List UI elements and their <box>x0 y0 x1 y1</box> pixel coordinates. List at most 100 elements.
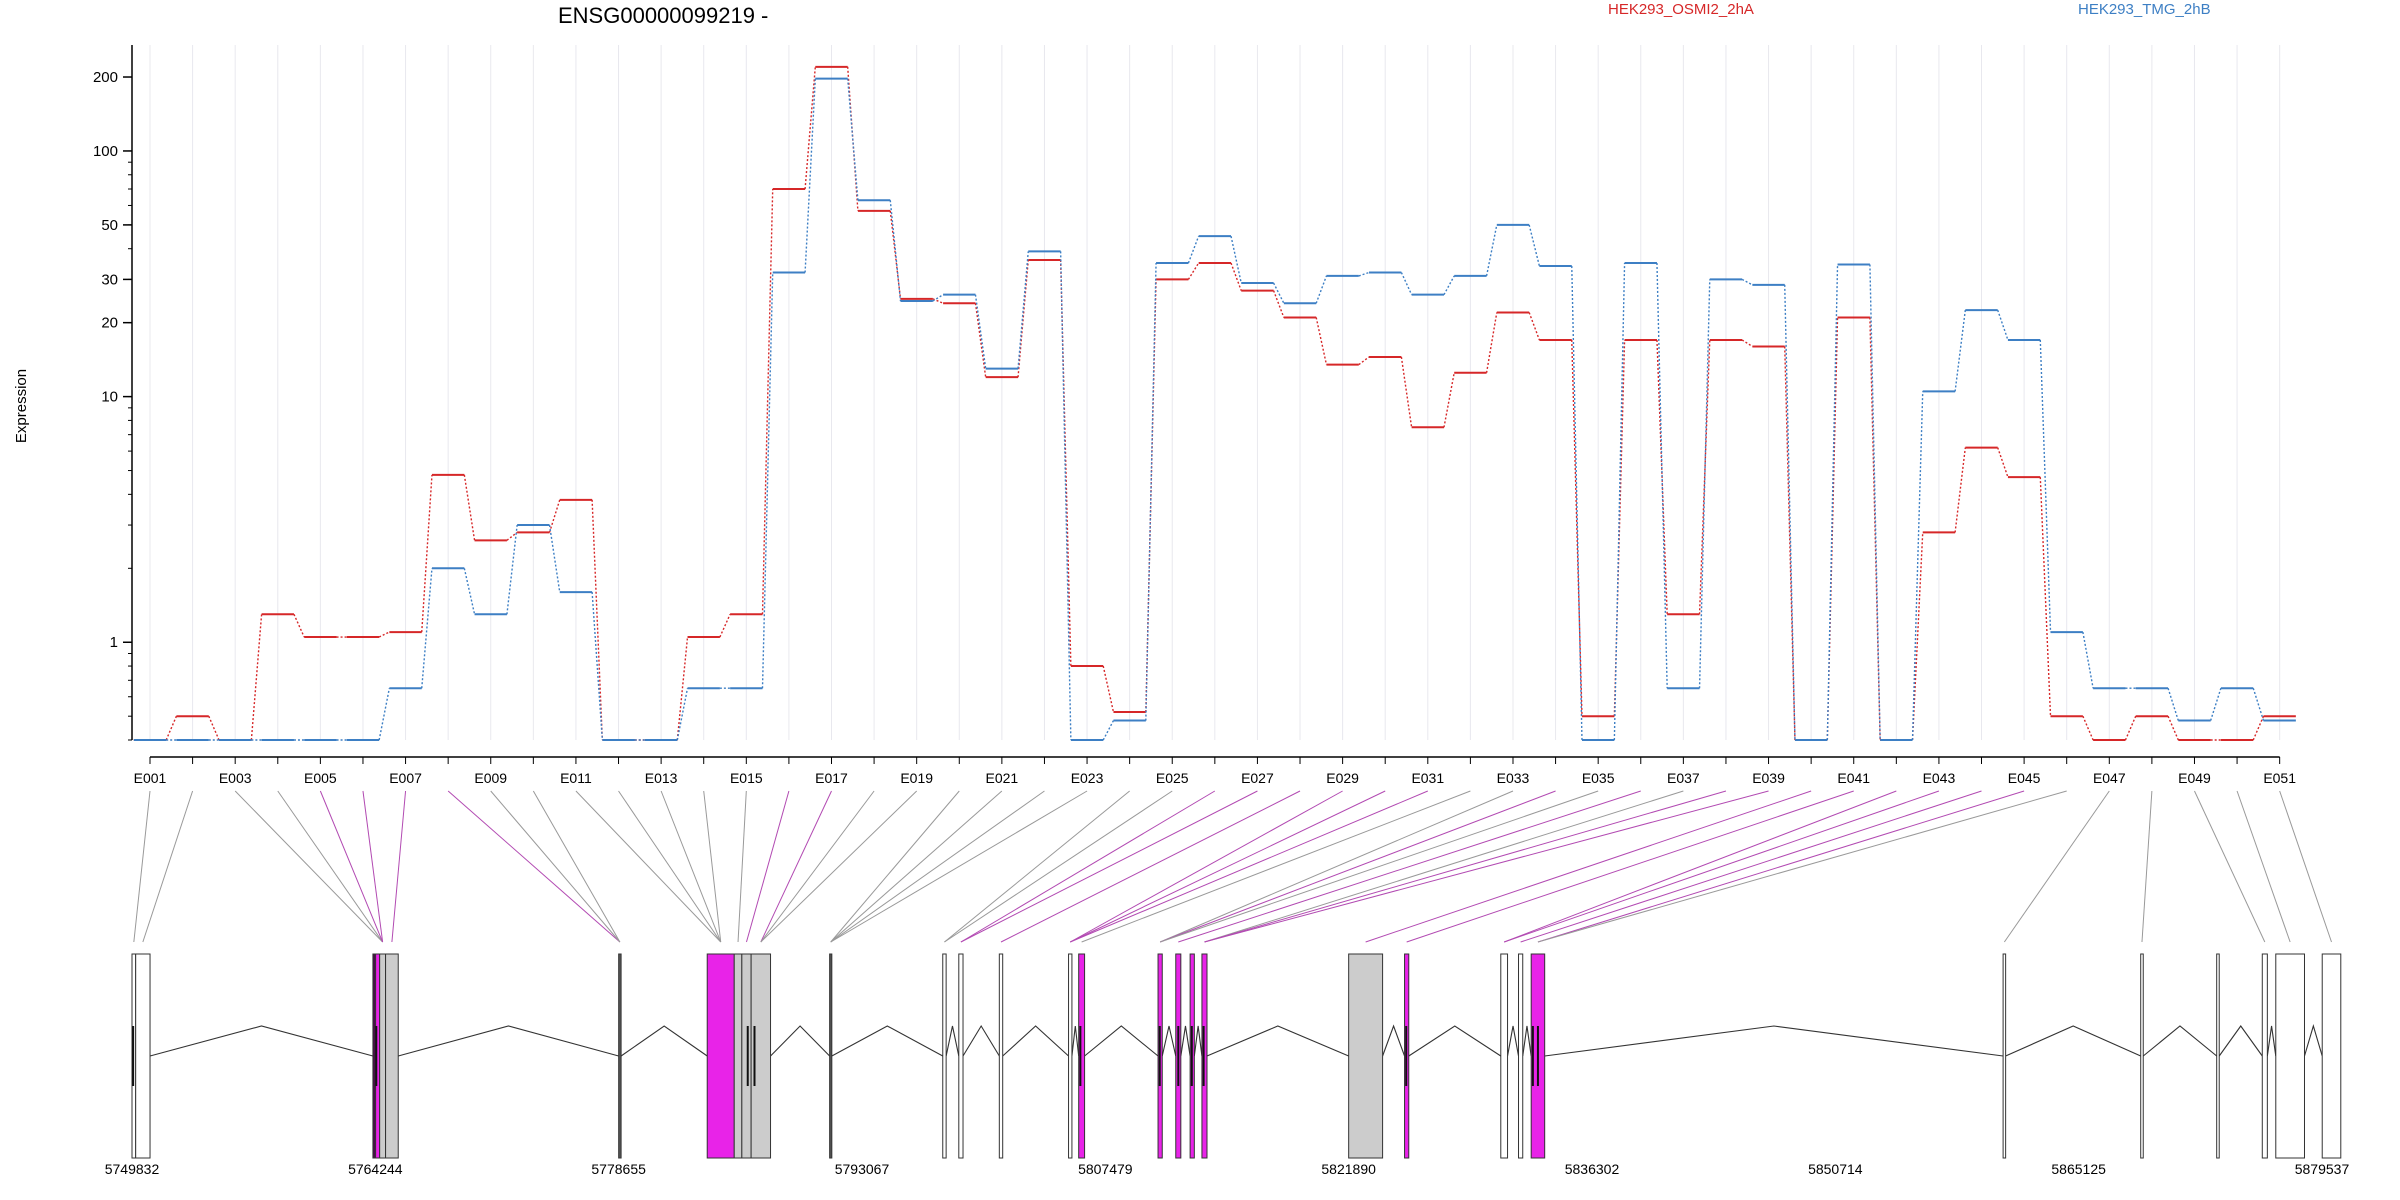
x-tick-label: E027 <box>1241 770 1274 786</box>
intron <box>1084 1025 1159 1057</box>
exon-block <box>379 953 387 1159</box>
x-tick-label: E025 <box>1156 770 1189 786</box>
x-tick-label: E029 <box>1326 770 1359 786</box>
series-connector <box>1059 251 1072 741</box>
series-connector <box>2082 715 2094 741</box>
intron <box>945 1025 960 1057</box>
exon-block <box>1500 953 1509 1159</box>
exon-block <box>2216 953 2220 1159</box>
series-connector <box>1741 339 1753 348</box>
exon-block <box>2140 953 2144 1159</box>
intron <box>398 1025 619 1057</box>
connector-line <box>760 790 918 943</box>
intron <box>1507 1025 1520 1057</box>
connector-line <box>1537 790 2067 943</box>
series-connector <box>378 688 391 741</box>
series-connector <box>1954 447 1967 533</box>
intron <box>620 1025 708 1057</box>
intron <box>1071 1025 1080 1057</box>
connector-line <box>1204 790 1769 943</box>
series-connector <box>1698 279 1711 689</box>
connector-line <box>1069 790 1343 943</box>
x-tick-label: E043 <box>1923 770 1956 786</box>
connector-line <box>2279 790 2332 943</box>
series-connector <box>974 294 987 369</box>
y-tick-label: 50 <box>101 217 118 234</box>
genome-tick-label: 5821890 <box>1321 1161 1376 1177</box>
series-connector <box>1443 275 1455 296</box>
series-connector <box>1017 251 1029 369</box>
series-connector <box>378 631 390 638</box>
exon-block <box>998 953 1004 1159</box>
connector-line <box>2194 790 2266 943</box>
connector-line <box>447 790 621 943</box>
intron <box>1522 1025 1532 1057</box>
series-connector <box>1911 532 1924 741</box>
series-connector <box>1698 339 1711 615</box>
genome-tick-label: 5850714 <box>1808 1161 1863 1177</box>
connector-line <box>1537 790 2025 943</box>
series-connector <box>1272 282 1285 304</box>
series-connector <box>1656 339 1668 615</box>
exon-block <box>706 953 735 1159</box>
connector-line <box>1503 790 1897 943</box>
connector-line <box>1159 790 1599 943</box>
intron <box>2266 1025 2277 1057</box>
series-connector <box>846 78 859 201</box>
x-tick-label: E015 <box>730 770 763 786</box>
series-connector <box>889 200 902 302</box>
intron <box>1206 1025 1349 1057</box>
intron <box>770 1025 831 1057</box>
series-connector <box>2209 687 2222 721</box>
connector-line <box>1159 790 1514 943</box>
exon-block <box>618 953 622 1159</box>
series-connector <box>548 499 561 533</box>
connector-line <box>1159 790 1556 943</box>
connector-line <box>618 790 722 943</box>
connector-line <box>1204 790 1684 943</box>
series-connector <box>2039 339 2052 633</box>
series-connector <box>591 592 604 741</box>
series-connector <box>1613 262 1626 741</box>
series-connector <box>1230 262 1242 291</box>
series-connector <box>1102 720 1115 741</box>
connector-line <box>362 790 384 943</box>
y-axis-label: Expression <box>13 369 30 443</box>
legend-series-2: HEK293_TMG_2hB <box>2078 1 2211 18</box>
connector-line <box>830 790 1088 943</box>
series-connector <box>1272 290 1285 318</box>
series-connector <box>2082 631 2094 689</box>
exon-block <box>733 953 743 1159</box>
x-tick-label: E017 <box>815 770 848 786</box>
plot-area: 1 10 20 30 50 100 200 <box>93 45 2296 741</box>
x-tick-label: E019 <box>900 770 933 786</box>
x-tick-label: E031 <box>1411 770 1444 786</box>
genome-tick-label: 5879537 <box>2295 1161 2350 1177</box>
series-connector <box>1826 264 1839 741</box>
series-connector <box>1102 665 1115 713</box>
series-connector <box>1400 356 1413 428</box>
intron <box>2218 1025 2263 1057</box>
exon-block <box>1068 953 1073 1159</box>
series-connector <box>2252 687 2265 721</box>
exon-block <box>1348 953 1384 1159</box>
connector-line <box>944 790 1173 943</box>
connector-line <box>1204 790 1727 943</box>
x-tick-label: E035 <box>1582 770 1615 786</box>
x-tick-label: E011 <box>560 770 592 786</box>
x-tick-label: E007 <box>389 770 422 786</box>
series-connector <box>2167 715 2179 741</box>
x-tick-label: E003 <box>219 770 252 786</box>
exon-block <box>135 953 151 1159</box>
series-connector <box>1315 317 1328 365</box>
connector-line <box>277 790 384 943</box>
series-connector <box>421 568 433 689</box>
y-tick-label: 200 <box>93 69 118 86</box>
exon-block <box>2275 953 2305 1159</box>
series-connector <box>804 78 817 273</box>
series-connector <box>1741 278 1753 286</box>
series-connector <box>761 272 774 689</box>
series-connector <box>548 524 561 593</box>
series-connector <box>463 568 476 615</box>
series-connector <box>591 499 604 741</box>
